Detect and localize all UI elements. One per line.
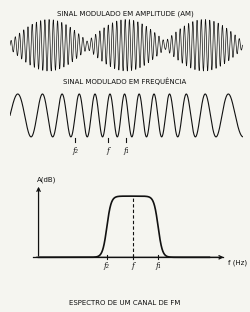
Text: SINAL MODULADO EM AMPLITUDE (AM): SINAL MODULADO EM AMPLITUDE (AM) — [56, 11, 194, 17]
Text: ESPECTRO DE UM CANAL DE FM: ESPECTRO DE UM CANAL DE FM — [69, 300, 181, 306]
Text: f₁: f₁ — [123, 147, 129, 154]
Text: SINAL MODULADO EM FREQUÊNCIA: SINAL MODULADO EM FREQUÊNCIA — [64, 77, 186, 85]
Text: f₂: f₂ — [104, 261, 110, 270]
Text: f (Hz): f (Hz) — [228, 260, 247, 266]
Text: f₂: f₂ — [72, 147, 78, 154]
Text: f₁: f₁ — [155, 261, 161, 270]
Text: f: f — [106, 147, 109, 154]
Text: f: f — [131, 261, 134, 270]
Text: A(dB): A(dB) — [37, 176, 56, 183]
